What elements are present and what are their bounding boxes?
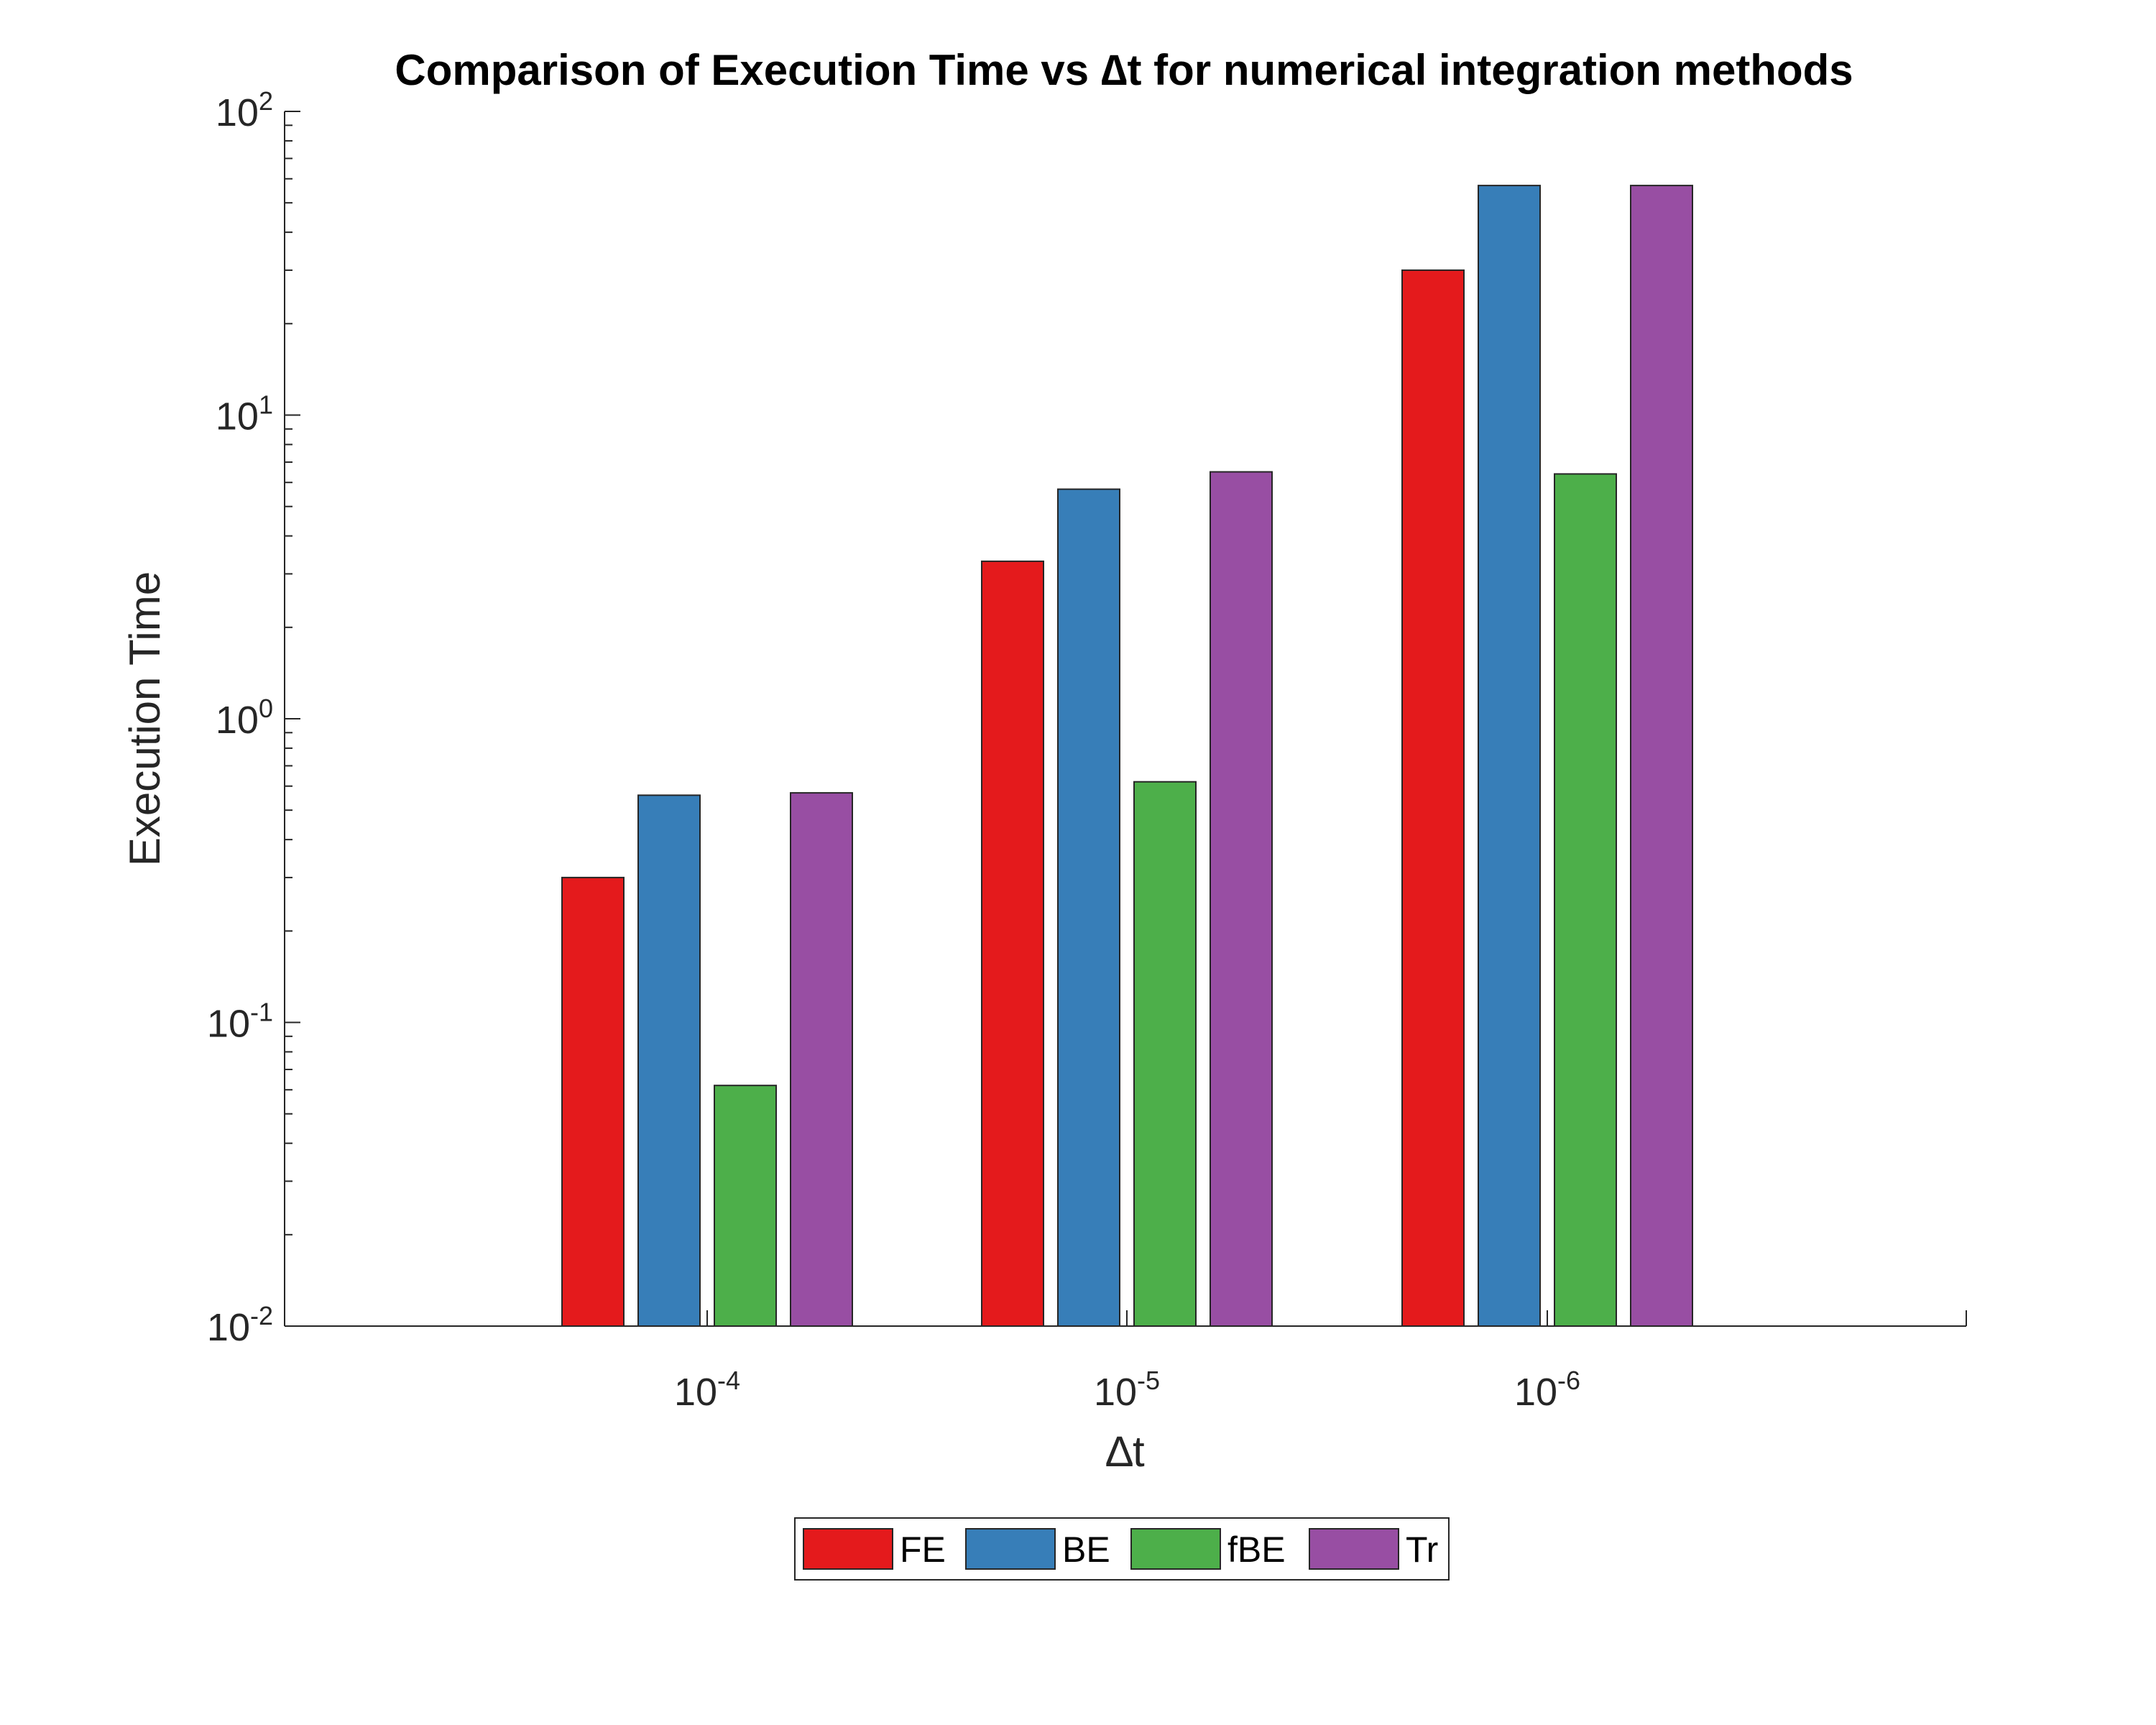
bar-fbe-3 — [1554, 473, 1617, 1327]
bar-fbe-2 — [1133, 781, 1197, 1327]
x-axis-label: ∆t — [1106, 1427, 1145, 1476]
bar-fe-2 — [981, 560, 1044, 1327]
legend-swatch — [803, 1528, 893, 1570]
bar-tr-2 — [1210, 471, 1273, 1327]
bar-be-3 — [1478, 185, 1541, 1328]
bar-fbe-1 — [714, 1085, 777, 1327]
bar-fe-1 — [561, 876, 625, 1327]
chart-title: Comparison of Execution Time vs ∆t for n… — [395, 46, 1853, 94]
bar-be-1 — [637, 794, 701, 1327]
legend-swatch — [1130, 1528, 1221, 1570]
y-axis-label: Execution Time — [121, 571, 169, 866]
y-tick-label: 10-2 — [207, 1301, 273, 1349]
bar-be-2 — [1057, 488, 1120, 1327]
legend-label: BE — [1062, 1530, 1110, 1570]
x-tick-label: 10-5 — [1094, 1366, 1160, 1414]
y-tick-label: 10-1 — [207, 998, 273, 1046]
legend-item-be: BE — [965, 1528, 1110, 1570]
legend-item-fbe: fBE — [1130, 1528, 1286, 1570]
bars — [561, 185, 1693, 1328]
bar-tr-1 — [790, 792, 853, 1327]
bar-fe-3 — [1401, 269, 1465, 1327]
legend-label: fBE — [1227, 1530, 1286, 1570]
y-tick-label: 101 — [216, 390, 273, 438]
legend-item-tr: Tr — [1309, 1528, 1438, 1570]
x-tick-label: 10-6 — [1514, 1366, 1580, 1414]
legend-item-fe: FE — [803, 1528, 946, 1570]
legend-label: FE — [900, 1530, 946, 1570]
y-tick-label: 102 — [216, 86, 273, 134]
y-tick-label: 100 — [216, 694, 273, 742]
bar-tr-3 — [1630, 185, 1693, 1328]
legend: FE BE fBE Tr — [794, 1517, 1450, 1581]
ticks: 10-2 10-1 100 101 102 10-4 10-5 10-6 — [207, 86, 1580, 1414]
x-tick-label: 10-4 — [674, 1366, 740, 1414]
legend-swatch — [965, 1528, 1056, 1570]
legend-swatch — [1309, 1528, 1399, 1570]
legend-label: Tr — [1406, 1530, 1438, 1570]
